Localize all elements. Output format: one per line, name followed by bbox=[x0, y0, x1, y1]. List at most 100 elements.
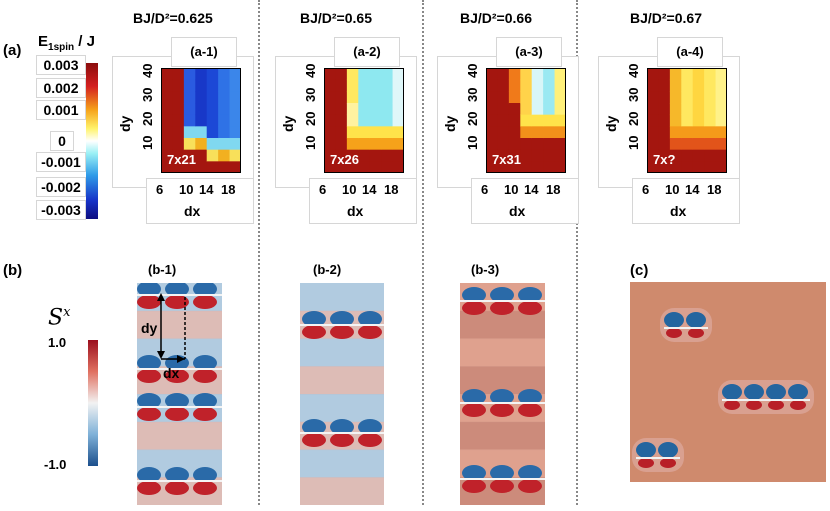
heatmap-cell bbox=[647, 103, 659, 116]
energy-colorbar-tick: 0 bbox=[50, 131, 74, 151]
heatmap-cell bbox=[486, 79, 498, 92]
domain-wall-line bbox=[460, 300, 545, 302]
energy-colorbar-title: E1spin / J bbox=[38, 33, 95, 53]
heatmap-cell bbox=[206, 91, 219, 104]
heatmap-cell bbox=[520, 91, 533, 104]
skyrmion-blue-lobe bbox=[788, 384, 808, 400]
heatmap-cell bbox=[172, 114, 185, 127]
heatmap-cell bbox=[692, 114, 705, 127]
skyrmion-red-lobe bbox=[462, 479, 486, 493]
heatmap-cell bbox=[715, 68, 727, 81]
skyrmion-blue-lobe bbox=[137, 393, 161, 409]
skyrmion-blue-lobe bbox=[462, 389, 486, 405]
energy-colorbar bbox=[86, 63, 98, 219]
heatmap-cell bbox=[183, 68, 196, 81]
heatmap-cell bbox=[543, 126, 555, 139]
skyrmion-red-lobe bbox=[768, 400, 784, 410]
heatmap-cell bbox=[486, 149, 498, 162]
skyrmion-blue-lobe bbox=[490, 287, 514, 303]
heatmap-cell bbox=[669, 68, 682, 81]
heatmap-cell bbox=[531, 138, 544, 151]
heatmap-cell bbox=[161, 161, 173, 173]
heatmap-cell bbox=[195, 79, 208, 92]
heatmap-cell bbox=[161, 103, 173, 116]
heatmap-cell bbox=[681, 114, 694, 127]
heatmap-cell bbox=[531, 103, 544, 116]
heatmap-grid: 7x? bbox=[647, 68, 727, 173]
heatmap-cell bbox=[543, 149, 555, 162]
heatmap-cell bbox=[172, 68, 185, 81]
heatmap-cell bbox=[531, 149, 544, 162]
heatmap-xlabel: dx bbox=[184, 203, 201, 219]
heatmap-xtick: 14 bbox=[685, 182, 700, 197]
skyrmion-blue-lobe bbox=[193, 283, 217, 297]
spin-panel-label: (b-1) bbox=[148, 262, 177, 277]
heatmap-border bbox=[486, 68, 566, 173]
spin-panel-label: (b-3) bbox=[471, 262, 500, 277]
heatmap-cell bbox=[681, 161, 694, 173]
heatmap-cell bbox=[229, 79, 241, 92]
skyrmion-red-lobe bbox=[518, 403, 542, 417]
energy-colorbar-tick: -0.003 bbox=[36, 200, 86, 220]
heatmap-cell bbox=[206, 138, 219, 151]
heatmap-cell bbox=[218, 126, 230, 139]
heatmap-cell bbox=[358, 138, 371, 151]
heatmap-cell bbox=[704, 161, 716, 173]
heatmap-title: BJ/D²=0.65 bbox=[300, 10, 372, 26]
heatmap-cell bbox=[543, 91, 555, 104]
heatmap-cell bbox=[520, 161, 533, 173]
heatmap-cell bbox=[531, 114, 544, 127]
skyrmion-red-lobe bbox=[193, 407, 217, 421]
heatmap-ytick: 40 bbox=[140, 63, 155, 78]
energy-colorbar-tick: 0.003 bbox=[36, 55, 86, 75]
heatmap-cell bbox=[346, 68, 359, 81]
heatmap-cell bbox=[520, 114, 533, 127]
heatmap-cell bbox=[554, 114, 566, 127]
skyrmion-red-lobe bbox=[330, 433, 354, 447]
heatmap-cell bbox=[392, 79, 404, 92]
heatmap-cell bbox=[647, 68, 659, 81]
skyrmion-blue-lobe bbox=[302, 419, 326, 435]
heatmap-cell bbox=[669, 91, 682, 104]
dx-annotation: dx bbox=[163, 365, 180, 381]
heatmap-ytick: 30 bbox=[303, 87, 318, 102]
heatmap-cell bbox=[647, 126, 659, 139]
spin-band bbox=[137, 421, 222, 451]
heatmap-cell bbox=[704, 103, 716, 116]
skyrmion-blue-lobe bbox=[193, 355, 217, 371]
skyrmion-red-lobe bbox=[660, 458, 676, 468]
heatmap-cell bbox=[206, 161, 219, 173]
heatmap-cell bbox=[520, 149, 533, 162]
skyrmion-red-lobe bbox=[137, 481, 161, 495]
heatmap-cell bbox=[369, 91, 382, 104]
heatmap-xaxis-frame bbox=[471, 178, 579, 224]
heatmap-cell bbox=[647, 91, 659, 104]
heatmap-cell bbox=[172, 149, 185, 162]
domain-wall-line bbox=[636, 457, 680, 459]
heatmap-cell bbox=[704, 138, 716, 151]
skyrmion-blue-lobe bbox=[137, 355, 161, 371]
skyrmion-blue-lobe bbox=[330, 311, 354, 327]
heatmap-cell bbox=[497, 91, 510, 104]
heatmap-cell bbox=[335, 114, 348, 127]
heatmap-cell bbox=[218, 79, 230, 92]
heatmap-cell bbox=[206, 126, 219, 139]
heatmap-cell bbox=[335, 149, 348, 162]
spin-band bbox=[460, 338, 545, 367]
heatmap-cell bbox=[369, 161, 382, 173]
skyrmion-blue-lobe bbox=[664, 312, 684, 328]
heatmap-xtick: 18 bbox=[707, 182, 722, 197]
heatmap-cell bbox=[508, 114, 521, 127]
heatmap-xtick: 10 bbox=[665, 182, 680, 197]
heatmap-cell bbox=[172, 126, 185, 139]
dy-annotation: dy bbox=[141, 320, 158, 336]
skyrmion-blue-lobe bbox=[165, 393, 189, 409]
heatmap-cell bbox=[669, 138, 682, 151]
skyrmion-red-lobe bbox=[193, 369, 217, 383]
heatmap-cell bbox=[497, 79, 510, 92]
heatmap-cell bbox=[335, 103, 348, 116]
heatmap-cell bbox=[358, 79, 371, 92]
spin-band bbox=[137, 310, 222, 340]
heatmap-cell bbox=[497, 68, 510, 81]
skyrmion-red-lobe bbox=[666, 328, 682, 338]
